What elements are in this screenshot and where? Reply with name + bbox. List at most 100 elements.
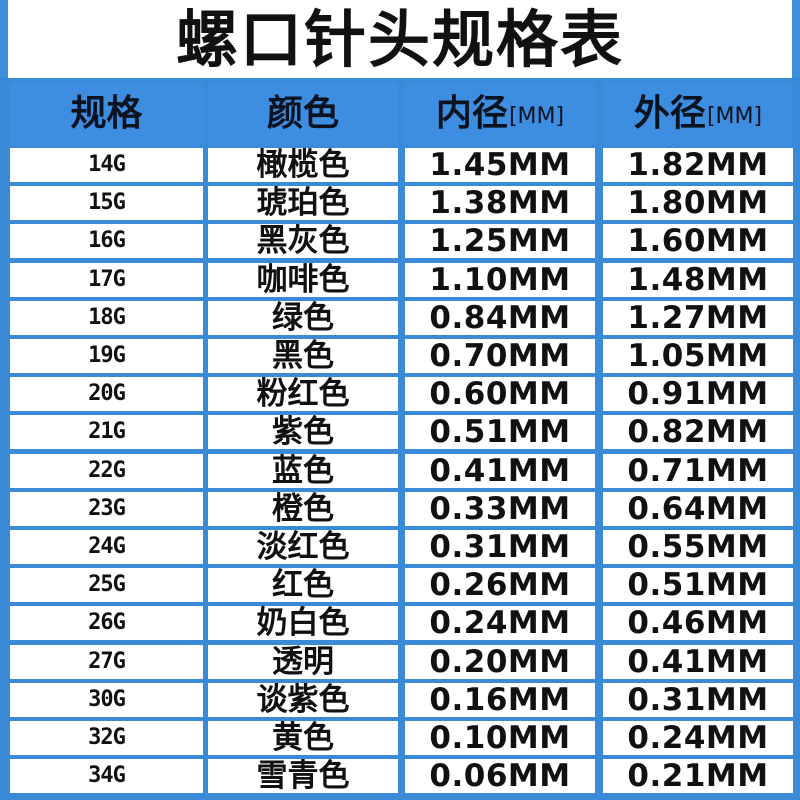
column-header-outer-unit: [MM] bbox=[706, 104, 763, 129]
cell-gauge: 26G bbox=[10, 606, 203, 640]
cell-color: 琥珀色 bbox=[208, 186, 398, 220]
table-row: 34G 雪青色 0.06MM 0.21MM bbox=[0, 759, 800, 793]
cell-inner-diameter: 1.25MM bbox=[405, 224, 595, 258]
page-title: 螺口针头规格表 bbox=[175, 3, 624, 76]
title-right-rail bbox=[792, 0, 800, 80]
table-row: 19G 黑色 0.70MM 1.05MM bbox=[0, 339, 800, 373]
cell-outer-diameter: 0.91MM bbox=[603, 377, 793, 411]
cell-outer-diameter: 0.24MM bbox=[603, 721, 793, 755]
column-header-outer-diameter: 外径[MM] bbox=[603, 82, 793, 146]
table-row: 23G 橙色 0.33MM 0.64MM bbox=[0, 492, 800, 526]
cell-color: 雪青色 bbox=[208, 759, 398, 793]
cell-inner-diameter: 0.26MM bbox=[405, 568, 595, 602]
column-header-gauge: 规格 bbox=[10, 82, 203, 146]
cell-color: 咖啡色 bbox=[208, 263, 398, 297]
cell-inner-diameter: 0.10MM bbox=[405, 721, 595, 755]
cell-outer-diameter: 1.80MM bbox=[603, 186, 793, 220]
cell-inner-diameter: 0.51MM bbox=[405, 415, 595, 449]
cell-color: 谈紫色 bbox=[208, 683, 398, 717]
table-row: 30G 谈紫色 0.16MM 0.31MM bbox=[0, 683, 800, 717]
cell-gauge: 17G bbox=[10, 263, 203, 297]
cell-color: 橙色 bbox=[208, 492, 398, 526]
cell-color: 透明 bbox=[208, 645, 398, 679]
cell-outer-diameter: 0.64MM bbox=[603, 492, 793, 526]
table-row: 27G 透明 0.20MM 0.41MM bbox=[0, 645, 800, 679]
cell-inner-diameter: 0.06MM bbox=[405, 759, 595, 793]
cell-gauge: 22G bbox=[10, 454, 203, 488]
cell-inner-diameter: 0.16MM bbox=[405, 683, 595, 717]
title-band: 螺口针头规格表 bbox=[0, 0, 800, 80]
column-header-inner-unit: [MM] bbox=[508, 104, 565, 129]
cell-gauge: 34G bbox=[10, 759, 203, 793]
cell-color: 紫色 bbox=[208, 415, 398, 449]
column-header-inner-label: 内径 bbox=[435, 93, 508, 134]
cell-color: 黑色 bbox=[208, 339, 398, 373]
cell-outer-diameter: 0.82MM bbox=[603, 415, 793, 449]
table-row: 17G 咖啡色 1.10MM 1.48MM bbox=[0, 263, 800, 297]
table-row: 24G 淡红色 0.31MM 0.55MM bbox=[0, 530, 800, 564]
cell-inner-diameter: 0.31MM bbox=[405, 530, 595, 564]
spec-table: 规格 颜色 内径[MM] 外径[MM] 14G 橄榄色 1.45MM 1.82MM 15… bbox=[0, 78, 800, 800]
cell-gauge: 32G bbox=[10, 721, 203, 755]
table-row: 20G 粉红色 0.60MM 0.91MM bbox=[0, 377, 800, 411]
cell-color: 蓝色 bbox=[208, 454, 398, 488]
cell-inner-diameter: 0.20MM bbox=[405, 645, 595, 679]
cell-gauge: 15G bbox=[10, 186, 203, 220]
table-row: 14G 橄榄色 1.45MM 1.82MM bbox=[0, 148, 800, 182]
cell-outer-diameter: 1.82MM bbox=[603, 148, 793, 182]
cell-outer-diameter: 0.51MM bbox=[603, 568, 793, 602]
cell-outer-diameter: 0.71MM bbox=[603, 454, 793, 488]
cell-outer-diameter: 1.05MM bbox=[603, 339, 793, 373]
table-row: 16G 黑灰色 1.25MM 1.60MM bbox=[0, 224, 800, 258]
table-row: 15G 琥珀色 1.38MM 1.80MM bbox=[0, 186, 800, 220]
cell-inner-diameter: 0.60MM bbox=[405, 377, 595, 411]
cell-gauge: 16G bbox=[10, 224, 203, 258]
table-row: 22G 蓝色 0.41MM 0.71MM bbox=[0, 454, 800, 488]
cell-inner-diameter: 1.10MM bbox=[405, 263, 595, 297]
cell-color: 红色 bbox=[208, 568, 398, 602]
cell-gauge: 30G bbox=[10, 683, 203, 717]
cell-outer-diameter: 0.41MM bbox=[603, 645, 793, 679]
table-header-row: 规格 颜色 内径[MM] 外径[MM] bbox=[0, 82, 800, 146]
cell-color: 黑灰色 bbox=[208, 224, 398, 258]
column-header-outer-label: 外径 bbox=[633, 93, 706, 134]
cell-gauge: 27G bbox=[10, 645, 203, 679]
column-header-color-label: 颜色 bbox=[266, 93, 339, 134]
cell-outer-diameter: 0.31MM bbox=[603, 683, 793, 717]
cell-gauge: 23G bbox=[10, 492, 203, 526]
cell-gauge: 24G bbox=[10, 530, 203, 564]
cell-inner-diameter: 1.38MM bbox=[405, 186, 595, 220]
cell-gauge: 18G bbox=[10, 301, 203, 335]
table-row: 26G 奶白色 0.24MM 0.46MM bbox=[0, 606, 800, 640]
cell-color: 绿色 bbox=[208, 301, 398, 335]
cell-color: 奶白色 bbox=[208, 606, 398, 640]
cell-outer-diameter: 0.46MM bbox=[603, 606, 793, 640]
cell-gauge: 20G bbox=[10, 377, 203, 411]
title-left-rail bbox=[0, 0, 8, 80]
table-row: 21G 紫色 0.51MM 0.82MM bbox=[0, 415, 800, 449]
cell-inner-diameter: 1.45MM bbox=[405, 148, 595, 182]
cell-inner-diameter: 0.41MM bbox=[405, 454, 595, 488]
cell-gauge: 19G bbox=[10, 339, 203, 373]
cell-outer-diameter: 1.27MM bbox=[603, 301, 793, 335]
cell-inner-diameter: 0.33MM bbox=[405, 492, 595, 526]
cell-color: 粉红色 bbox=[208, 377, 398, 411]
cell-outer-diameter: 0.55MM bbox=[603, 530, 793, 564]
cell-gauge: 14G bbox=[10, 148, 203, 182]
cell-color: 淡红色 bbox=[208, 530, 398, 564]
cell-outer-diameter: 0.21MM bbox=[603, 759, 793, 793]
table-row: 32G 黄色 0.10MM 0.24MM bbox=[0, 721, 800, 755]
cell-color: 黄色 bbox=[208, 721, 398, 755]
cell-inner-diameter: 0.84MM bbox=[405, 301, 595, 335]
cell-inner-diameter: 0.24MM bbox=[405, 606, 595, 640]
cell-gauge: 21G bbox=[10, 415, 203, 449]
column-header-inner-diameter: 内径[MM] bbox=[405, 82, 595, 146]
column-header-gauge-label: 规格 bbox=[70, 93, 143, 134]
cell-gauge: 25G bbox=[10, 568, 203, 602]
table-row: 25G 红色 0.26MM 0.51MM bbox=[0, 568, 800, 602]
column-header-color: 颜色 bbox=[208, 82, 398, 146]
cell-inner-diameter: 0.70MM bbox=[405, 339, 595, 373]
cell-outer-diameter: 1.48MM bbox=[603, 263, 793, 297]
table-row: 18G 绿色 0.84MM 1.27MM bbox=[0, 301, 800, 335]
